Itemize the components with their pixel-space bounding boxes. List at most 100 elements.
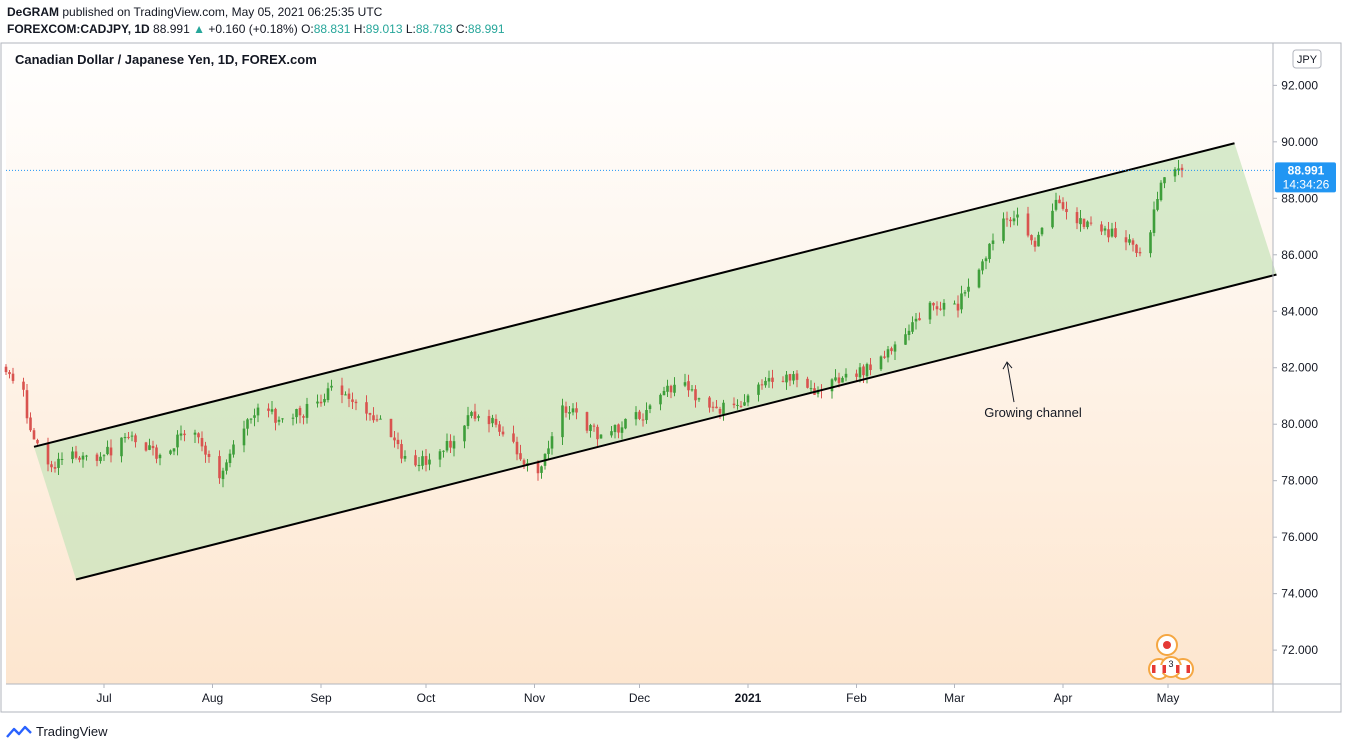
candle-down — [515, 441, 519, 455]
canada-flag-icon — [1155, 665, 1163, 673]
candle-up — [1016, 214, 1019, 218]
candle-down — [393, 437, 396, 441]
candle-up — [491, 417, 494, 424]
time-tick-label: Oct — [417, 691, 436, 705]
symbol-name[interactable]: FOREXCOM:CADJPY — [7, 22, 128, 36]
candle-up — [613, 425, 617, 433]
price-axis[interactable]: 92.000 90.000 88.000 86.000 84.000 82.000 80.0… — [1273, 78, 1318, 657]
price-tick-label: 72.000 — [1281, 643, 1318, 657]
candle-up — [634, 412, 638, 420]
candle-up — [981, 261, 984, 271]
candle-down — [1135, 244, 1138, 253]
candle-down — [1138, 251, 1142, 254]
annotation[interactable]: Growing channel — [984, 361, 1082, 420]
candle-up — [624, 418, 627, 429]
candle-down — [134, 435, 137, 443]
candle-down — [424, 456, 428, 465]
candle-up — [844, 373, 848, 378]
candle-up — [1110, 228, 1114, 237]
publish-info: published on TradingView.com, May 05, 20… — [62, 5, 383, 19]
candle-up — [158, 454, 162, 459]
symbol-interval: , 1D — [127, 22, 150, 36]
candle-up — [445, 440, 449, 451]
candle-up — [470, 412, 473, 416]
candle-up — [246, 419, 249, 429]
candle-up — [722, 402, 725, 415]
currency-badge[interactable]: JPY — [1292, 49, 1322, 69]
candle-down — [501, 431, 505, 435]
price-tick-label: 88.000 — [1281, 191, 1318, 205]
time-axis[interactable]: Jul Aug Sep Oct Nov Dec 2021 Feb Mar Apr May — [96, 684, 1179, 705]
candle-down — [29, 417, 32, 431]
price-tick-label: 84.000 — [1281, 304, 1318, 318]
candle-up — [662, 390, 666, 396]
tradingview-logo[interactable]: TradingView — [6, 724, 108, 739]
candle-down — [715, 406, 718, 409]
candle-down — [585, 412, 589, 431]
canada-flag-icon — [1179, 665, 1187, 673]
time-tick-label: Mar — [944, 691, 965, 705]
open-label: O: — [301, 22, 314, 36]
candle-down — [1065, 208, 1068, 213]
candle-up — [589, 425, 592, 431]
candle-up — [991, 240, 995, 244]
candle-down — [781, 380, 785, 382]
candle-down — [372, 415, 375, 421]
candle-up — [1037, 234, 1040, 247]
candle-up — [225, 462, 228, 471]
author-name[interactable]: DeGRAM — [7, 5, 60, 19]
candle-down — [32, 430, 36, 440]
change-value: +0.160 (+0.18%) — [208, 22, 298, 36]
candle-down — [347, 393, 351, 399]
candle-down — [127, 436, 130, 438]
candle-down — [155, 447, 158, 459]
candle-up — [914, 318, 918, 322]
high-value: 89.013 — [365, 22, 403, 36]
candle-up — [428, 459, 431, 465]
candle-down — [918, 318, 921, 321]
candle-up — [326, 388, 330, 401]
candle-up — [1103, 228, 1107, 231]
candle-down — [862, 366, 865, 376]
candle-up — [1051, 210, 1054, 228]
candle-down — [218, 456, 221, 479]
candle-up — [942, 302, 946, 310]
candle-down — [319, 401, 323, 404]
candle-up — [599, 434, 603, 439]
price-tick-label: 86.000 — [1281, 248, 1318, 262]
candle-down — [46, 443, 50, 465]
economic-events[interactable]: 3 — [1148, 634, 1194, 680]
candle-down — [1030, 235, 1033, 241]
candle-down — [592, 425, 596, 427]
last-price: 88.991 — [153, 22, 190, 36]
candle-up — [1159, 182, 1163, 201]
candle-down — [25, 390, 29, 419]
price-tick-label: 80.000 — [1281, 417, 1318, 431]
candle-down — [536, 462, 540, 474]
candle-down — [267, 408, 270, 411]
candle-down — [197, 433, 200, 438]
candle-up — [421, 456, 424, 466]
candle-up — [442, 450, 445, 452]
channel-upper-line[interactable] — [33, 142, 1235, 448]
time-tick-label: Nov — [524, 691, 545, 705]
candle-down — [78, 457, 81, 460]
candle-up — [988, 243, 991, 260]
candle-down — [771, 377, 774, 382]
candle-down — [22, 381, 25, 390]
candle-down — [1107, 229, 1110, 238]
candle-up — [953, 303, 956, 305]
candle-down — [1009, 219, 1012, 222]
candle-down — [368, 413, 372, 415]
channel-lower-line[interactable] — [75, 273, 1277, 581]
candle-down — [939, 308, 942, 310]
candle-down — [400, 444, 403, 459]
candle-up — [746, 395, 750, 403]
candle-down — [1061, 202, 1065, 209]
candle-down — [711, 406, 715, 408]
candlestick-chart[interactable]: Growing channel Canadian Dollar / Japane… — [0, 0, 1348, 718]
candle-up — [305, 403, 309, 418]
time-tick-label: Sep — [310, 691, 332, 705]
price-tick-label: 82.000 — [1281, 361, 1318, 375]
event-flag-icon — [1163, 641, 1171, 649]
